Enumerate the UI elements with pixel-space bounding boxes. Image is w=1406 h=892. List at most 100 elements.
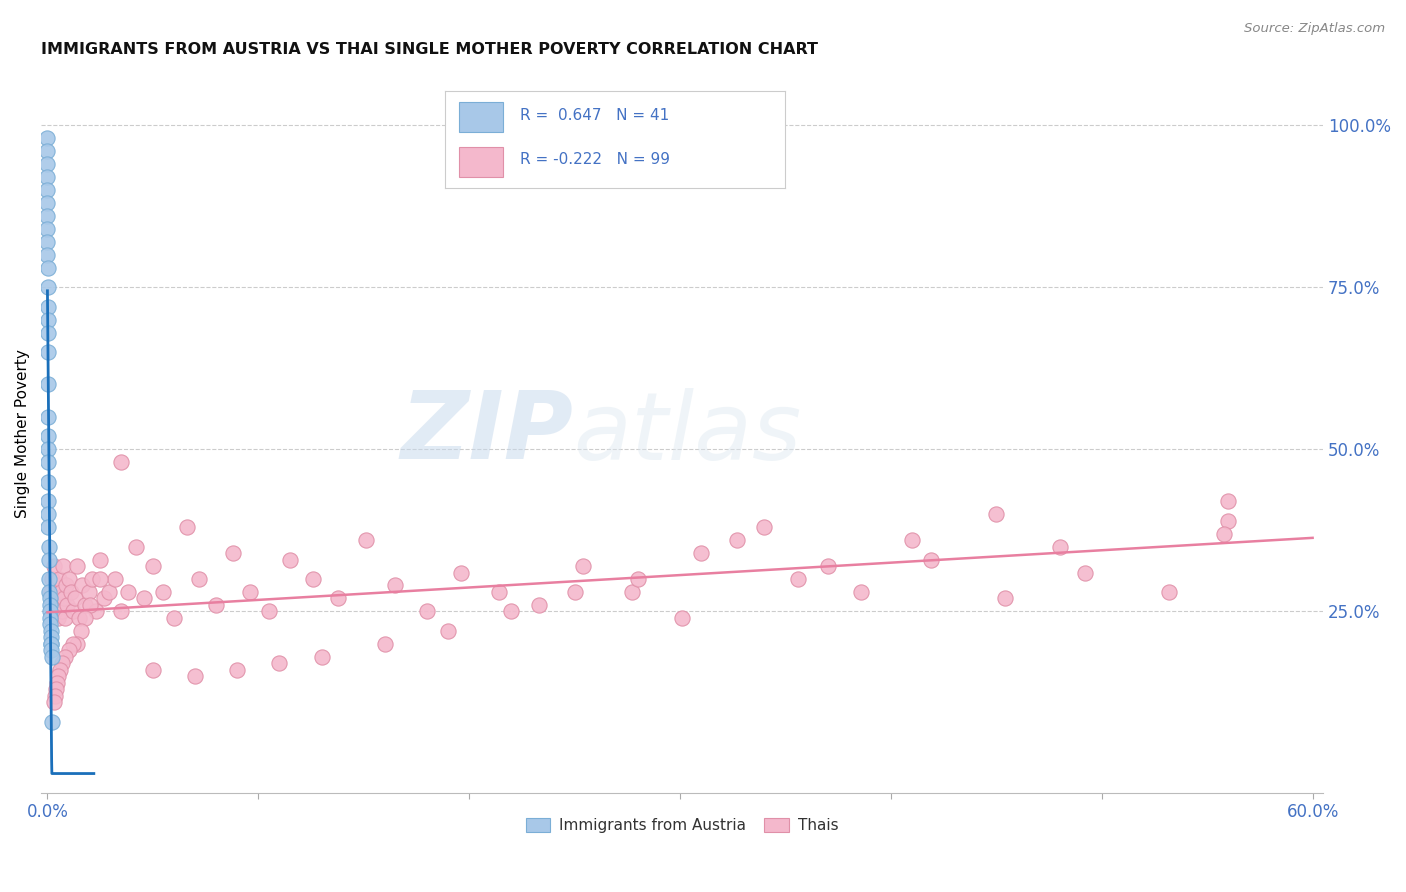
Point (48, 572, 70, 586)
Point (41, 643, 63, 657)
Point (920, 552, 942, 566)
Point (38, 598, 60, 612)
Point (564, 585, 586, 599)
Point (49, 663, 72, 677)
Point (37, 326, 59, 340)
Point (37, 195, 59, 210)
Point (302, 572, 325, 586)
Point (142, 559, 165, 574)
Point (690, 546, 713, 560)
Point (787, 572, 810, 586)
Point (42, 695, 65, 709)
Point (37, 475, 59, 489)
Point (84, 604, 107, 618)
Point (450, 566, 472, 580)
Point (37, 157, 59, 171)
Point (39, 631, 62, 645)
Point (37, 209, 59, 223)
Point (1074, 566, 1097, 580)
Point (278, 552, 301, 566)
Point (354, 533, 377, 547)
Point (994, 591, 1017, 606)
Y-axis label: Single Mother Poverty: Single Mother Poverty (15, 349, 30, 517)
Point (77, 585, 100, 599)
Point (269, 657, 291, 671)
Point (311, 649, 333, 664)
Point (817, 559, 839, 574)
Point (38, 552, 60, 566)
Point (37, 131, 59, 145)
Point (110, 604, 132, 618)
Point (37, 260, 59, 275)
Point (37, 345, 59, 359)
Point (986, 507, 1008, 521)
Point (37, 377, 59, 392)
Point (45, 682, 67, 697)
Text: atlas: atlas (574, 388, 801, 479)
Point (142, 663, 165, 677)
Point (851, 585, 873, 599)
Point (37, 429, 59, 443)
Point (53, 591, 76, 606)
Point (97, 585, 120, 599)
Point (572, 559, 595, 574)
Point (37, 409, 59, 424)
Point (620, 585, 643, 599)
Point (39, 585, 62, 599)
Point (205, 598, 228, 612)
Point (117, 585, 139, 599)
Point (257, 604, 280, 618)
Point (70, 578, 93, 592)
Point (89, 572, 111, 586)
Point (1049, 540, 1071, 554)
Point (37, 300, 59, 314)
Point (37, 248, 59, 262)
Point (39, 604, 62, 618)
Point (38, 572, 60, 586)
Point (67, 611, 90, 625)
Point (66, 637, 89, 651)
Point (176, 520, 198, 534)
Point (51, 604, 73, 618)
Point (527, 598, 550, 612)
Point (125, 540, 148, 554)
Point (37, 183, 59, 197)
Point (46, 611, 69, 625)
Point (70, 624, 93, 638)
Point (45, 675, 67, 690)
Point (58, 643, 80, 657)
Point (328, 591, 350, 606)
Point (110, 455, 132, 469)
Point (725, 533, 748, 547)
Point (45, 591, 67, 606)
Point (55, 578, 77, 592)
Point (163, 611, 186, 625)
Point (1218, 494, 1240, 508)
Point (671, 611, 693, 625)
Point (37, 222, 59, 236)
Point (53, 649, 76, 664)
Point (41, 572, 63, 586)
Point (52, 559, 75, 574)
Point (37, 494, 59, 508)
Point (41, 598, 63, 612)
Point (37, 235, 59, 249)
Legend: Immigrants from Austria, Thais: Immigrants from Austria, Thais (519, 812, 845, 839)
Point (37, 507, 59, 521)
Point (44, 604, 66, 618)
Point (56, 598, 79, 612)
Point (75, 611, 97, 625)
Text: IMMIGRANTS FROM AUSTRIA VS THAI SINGLE MOTHER POVERTY CORRELATION CHART: IMMIGRANTS FROM AUSTRIA VS THAI SINGLE M… (41, 42, 818, 57)
Point (37, 442, 59, 457)
Point (51, 657, 73, 671)
Point (37, 312, 59, 326)
Point (63, 591, 86, 606)
Point (104, 572, 127, 586)
Point (46, 669, 69, 683)
Point (42, 559, 65, 574)
Point (45, 578, 67, 592)
Point (62, 637, 84, 651)
Point (37, 280, 59, 294)
Point (222, 546, 245, 560)
Point (41, 714, 63, 729)
